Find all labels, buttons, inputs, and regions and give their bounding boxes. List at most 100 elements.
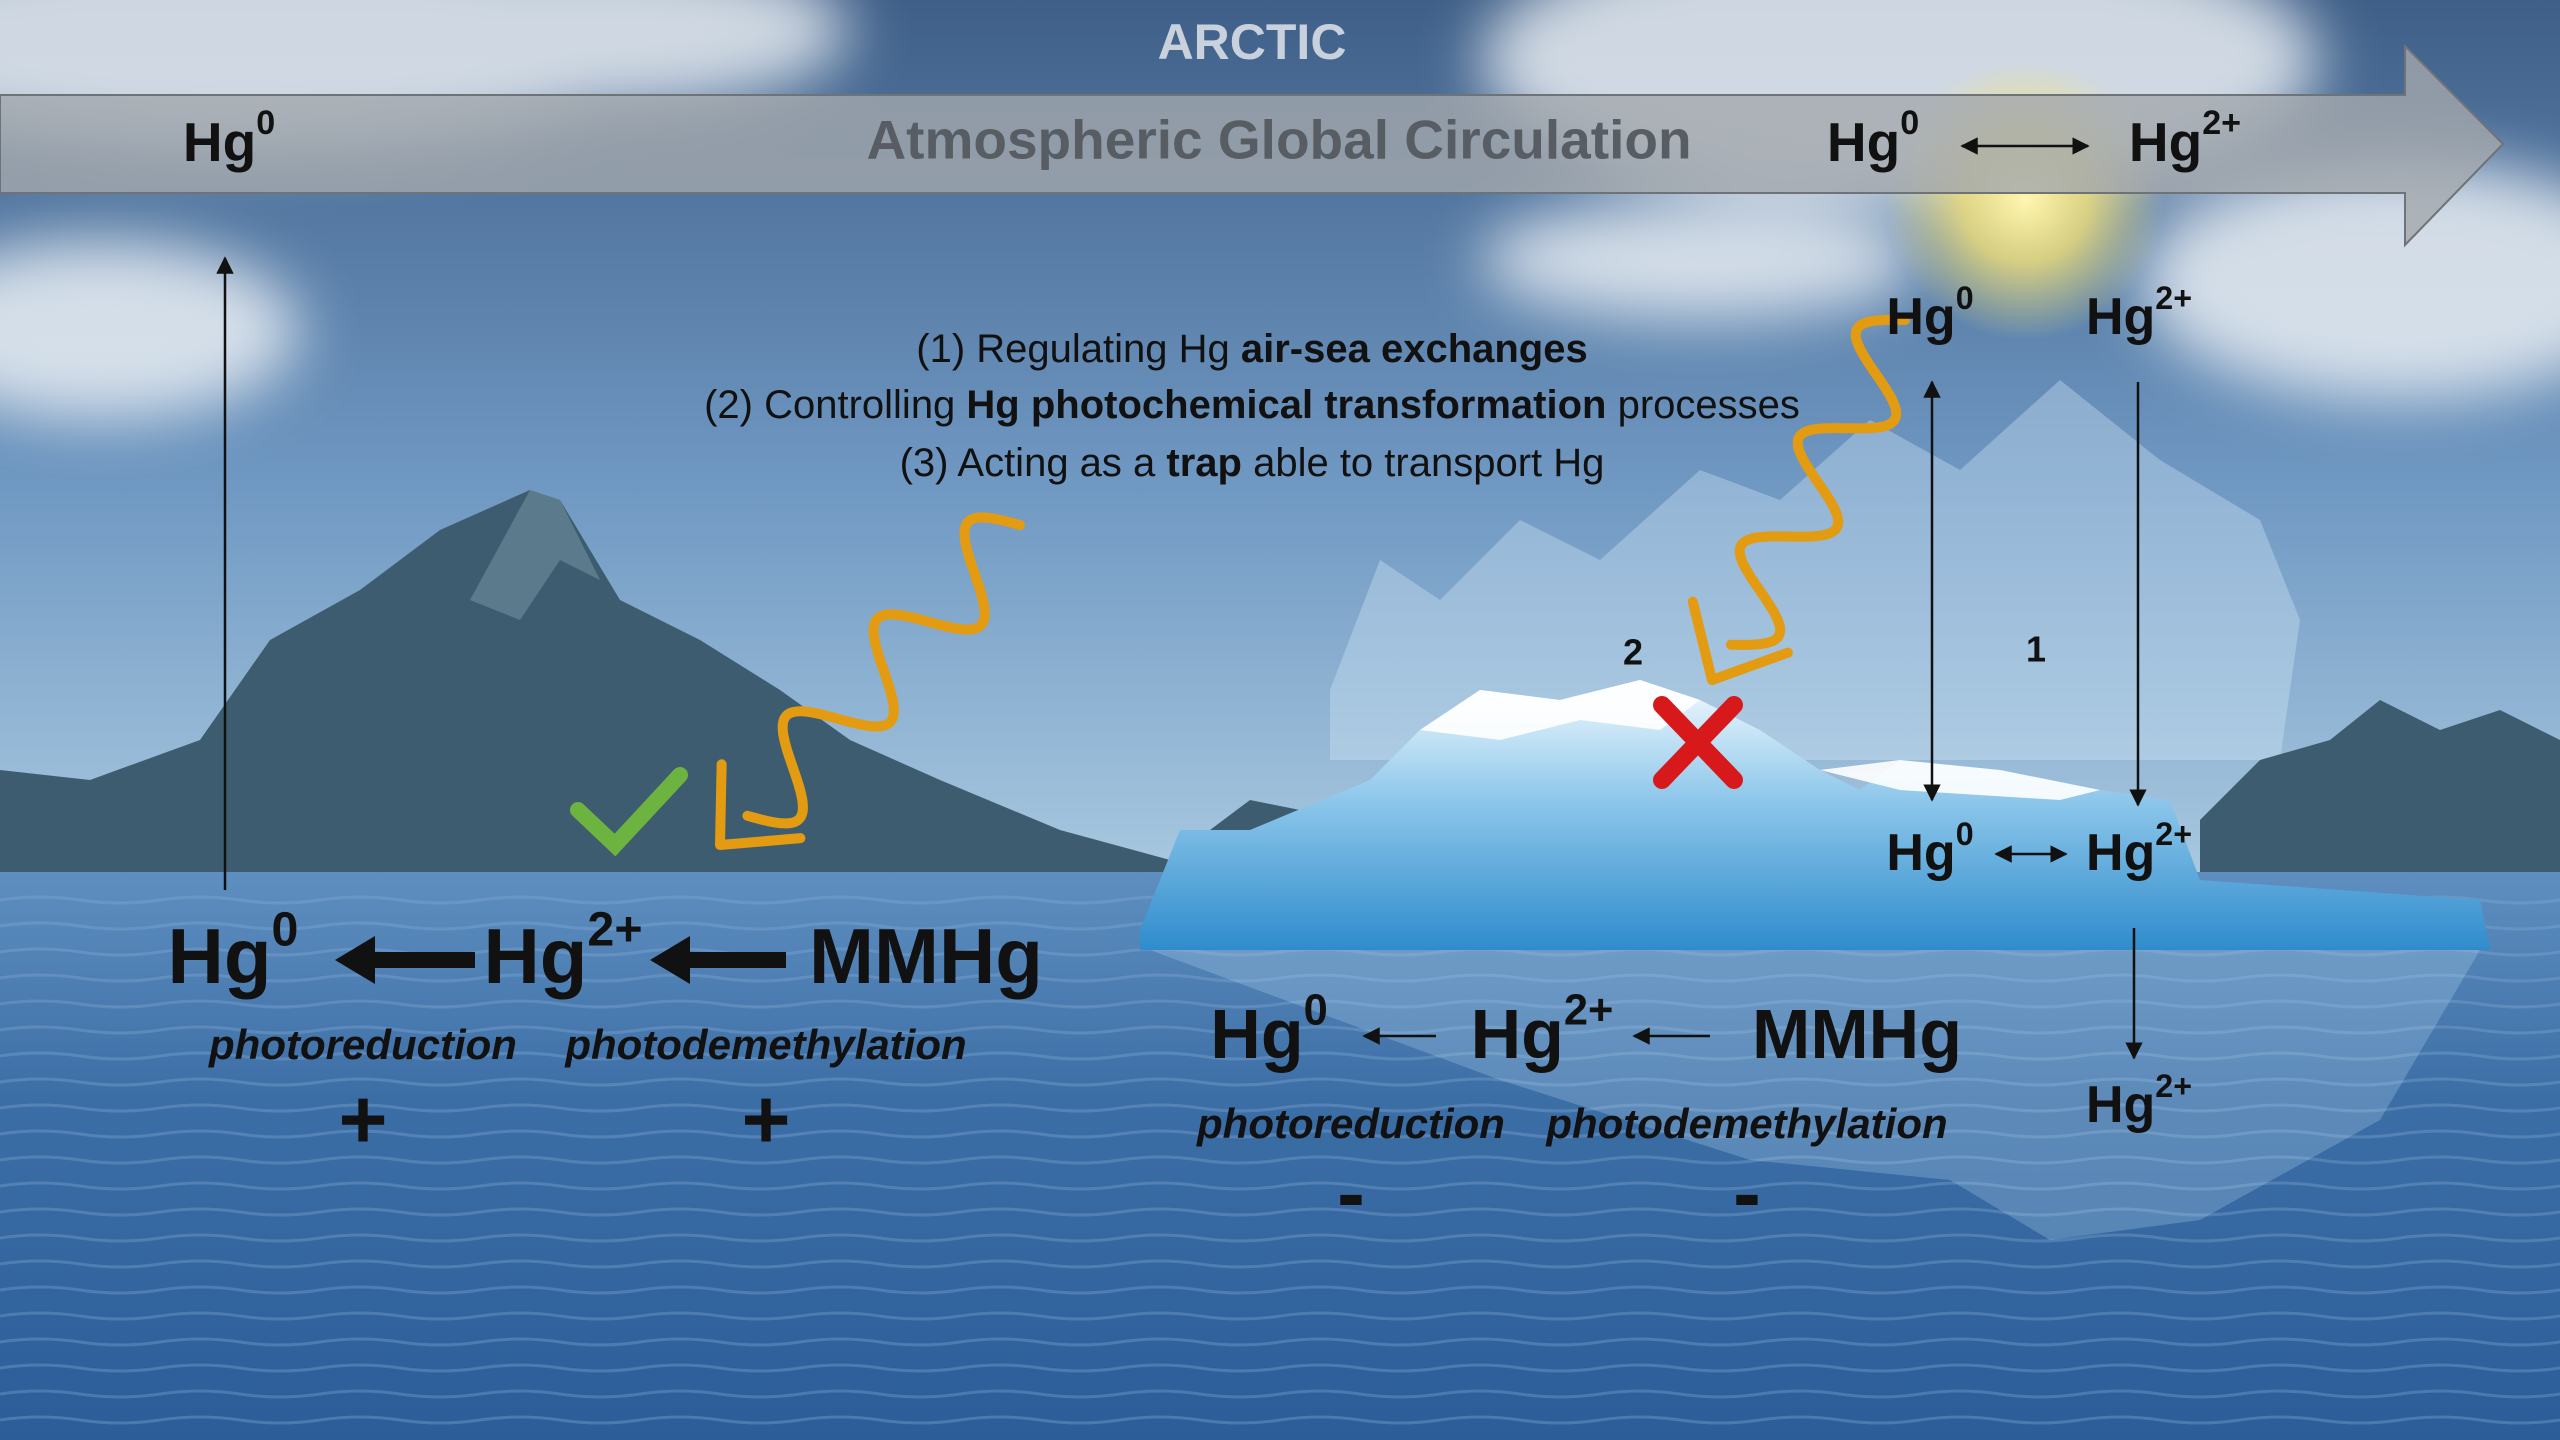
mountain-snow — [470, 490, 600, 620]
process-label: photodemethylation — [1545, 1100, 1947, 1147]
light-arrowhead — [1687, 596, 1793, 685]
species-sup: 2+ — [2202, 104, 2241, 142]
effect-sign: - — [1733, 1146, 1761, 1240]
species: Hg0 — [168, 902, 299, 999]
wave — [0, 1181, 2560, 1191]
role-line: (3) Acting as a trap able to transport H… — [900, 441, 1605, 485]
effect-sign: + — [741, 1072, 790, 1166]
wave — [0, 1051, 2560, 1061]
role-segment: air-sea exchanges — [1241, 327, 1588, 371]
role-segment: (3) Acting as a — [900, 441, 1167, 485]
effect-sign: - — [1337, 1146, 1365, 1240]
light-wave — [742, 512, 1025, 829]
species-sup: 0 — [1956, 280, 1974, 316]
banner-label: Atmospheric Global Circulation — [866, 109, 1691, 171]
iceberg-snow — [1420, 680, 1700, 740]
banner-species: Hg0 — [1827, 104, 1919, 172]
check-mark — [570, 767, 688, 857]
species-base: Hg — [1886, 288, 1955, 346]
role-segment: trap — [1166, 441, 1242, 485]
wave — [0, 1415, 2560, 1425]
wave — [0, 1285, 2560, 1295]
species-sup: 2+ — [1564, 987, 1613, 1035]
process-label: photodemethylation — [564, 1021, 966, 1068]
iceberg-underwater — [1150, 950, 2480, 1240]
species-base: MMHg — [809, 912, 1043, 1000]
species-sup: 2+ — [2155, 816, 2192, 852]
species: Hg0 — [1210, 987, 1327, 1074]
pathway-marker: 2 — [1623, 632, 1643, 673]
role-segment: Hg photochemical transformation — [966, 383, 1606, 427]
species-sup: 2+ — [2155, 1068, 2192, 1104]
species-base: Hg — [1471, 995, 1564, 1073]
process-arrow-thick — [650, 936, 786, 984]
role-segment: able to transport Hg — [1242, 441, 1604, 485]
species-sup: 0 — [1304, 987, 1328, 1035]
banner-species: Hg2+ — [2129, 104, 2241, 172]
wave — [0, 1259, 2560, 1269]
sunlight — [715, 314, 1910, 850]
species: Hg2+ — [2086, 280, 2192, 346]
iceberg — [1140, 680, 2490, 950]
species: Hg2+ — [1471, 987, 1614, 1074]
effect-sign: + — [338, 1072, 387, 1166]
banner-arrow — [0, 43, 2505, 248]
process-label: photoreduction — [208, 1021, 517, 1068]
wave — [0, 1363, 2560, 1373]
species-sup: 0 — [1900, 104, 1919, 142]
cloud — [350, 0, 850, 110]
species-base: Hg — [183, 111, 256, 173]
role-segment: (1) Regulating Hg — [916, 327, 1241, 371]
role-segment: processes — [1606, 383, 1799, 427]
mountain — [2200, 700, 2560, 880]
species-base: Hg — [2086, 1076, 2155, 1134]
wave — [0, 1025, 2560, 1035]
process-label: photoreduction — [1196, 1100, 1505, 1147]
wave — [0, 973, 2560, 983]
species-base: Hg — [1827, 111, 1900, 173]
wave — [0, 1207, 2560, 1217]
light-arrowhead — [715, 759, 806, 850]
species-sup: 0 — [256, 104, 275, 142]
cloud — [2140, 160, 2560, 400]
role-line: (1) Regulating Hg air-sea exchanges — [916, 327, 1587, 371]
species: Hg2+ — [2086, 1068, 2192, 1134]
wave — [0, 999, 2560, 1009]
light-wave — [1725, 314, 1910, 650]
species-base: Hg — [2129, 111, 2202, 173]
role-segment: (2) Controlling — [704, 383, 966, 427]
title: ARCTIC — [1158, 14, 1347, 70]
species-base: Hg — [483, 912, 587, 1000]
species: Hg2+ — [2086, 816, 2192, 882]
species-base: Hg — [1886, 824, 1955, 882]
wave — [0, 1155, 2560, 1165]
banner-species: Hg0 — [183, 104, 275, 172]
species-sup: 2+ — [587, 902, 642, 956]
cross-mark — [1653, 696, 1743, 789]
wave — [0, 1103, 2560, 1113]
species: Hg2+ — [483, 902, 642, 999]
pathway-marker: 1 — [2026, 629, 2046, 670]
wave — [0, 1077, 2560, 1087]
wave — [0, 1233, 2560, 1243]
role-line: (2) Controlling Hg photochemical transfo… — [704, 383, 1800, 427]
species: Hg0 — [1886, 816, 1973, 882]
species: Hg0 — [1886, 280, 1973, 346]
species-base: Hg — [1210, 995, 1303, 1073]
species-sup: 0 — [1956, 816, 1974, 852]
species-base: Hg — [168, 912, 272, 1000]
wave — [0, 1337, 2560, 1347]
wave — [0, 1389, 2560, 1399]
wave — [0, 1129, 2560, 1139]
species-base: Hg — [2086, 288, 2155, 346]
iceberg-snow — [1820, 760, 2100, 800]
species: MMHg — [1752, 995, 1962, 1073]
ghost-iceberg — [1330, 380, 2300, 760]
species-sup: 2+ — [2155, 280, 2192, 316]
species-base: MMHg — [1752, 995, 1962, 1073]
cloud — [1480, 200, 1920, 320]
species-sup: 0 — [272, 902, 299, 956]
